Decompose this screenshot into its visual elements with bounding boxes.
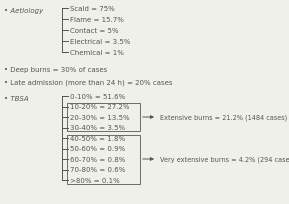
- Text: Contact = 5%: Contact = 5%: [70, 28, 118, 34]
- Text: Very extensive burns = 4.2% (294 cases): Very extensive burns = 4.2% (294 cases): [160, 156, 289, 162]
- Text: 0-10% = 51.6%: 0-10% = 51.6%: [70, 94, 125, 100]
- Bar: [67, 135, 140, 184]
- Text: 60-70% = 0.8%: 60-70% = 0.8%: [70, 156, 125, 162]
- Text: • Late admission (more than 24 h) = 20% cases: • Late admission (more than 24 h) = 20% …: [4, 80, 173, 86]
- Text: >80% = 0.1%: >80% = 0.1%: [70, 177, 120, 183]
- Text: Flame = 15.7%: Flame = 15.7%: [70, 17, 124, 23]
- Text: • TBSA: • TBSA: [4, 95, 29, 102]
- Text: Extensive burns = 21.2% (1484 cases): Extensive burns = 21.2% (1484 cases): [160, 114, 287, 121]
- Text: 70-80% = 0.6%: 70-80% = 0.6%: [70, 167, 125, 173]
- Text: Electrical = 3.5%: Electrical = 3.5%: [70, 39, 130, 45]
- Text: • Deep burns = 30% of cases: • Deep burns = 30% of cases: [4, 67, 107, 73]
- Text: Chemical = 1%: Chemical = 1%: [70, 50, 124, 56]
- Text: 40-50% = 1.8%: 40-50% = 1.8%: [70, 135, 125, 141]
- Text: 50-60% = 0.9%: 50-60% = 0.9%: [70, 146, 125, 152]
- Bar: [67, 103, 140, 131]
- Text: • Aetiology: • Aetiology: [4, 8, 43, 14]
- Text: 30-40% = 3.5%: 30-40% = 3.5%: [70, 125, 125, 131]
- Text: 20-30% = 13.5%: 20-30% = 13.5%: [70, 114, 130, 120]
- Text: Scald = 75%: Scald = 75%: [70, 6, 115, 12]
- Text: 10-20% = 27.2%: 10-20% = 27.2%: [70, 104, 129, 110]
